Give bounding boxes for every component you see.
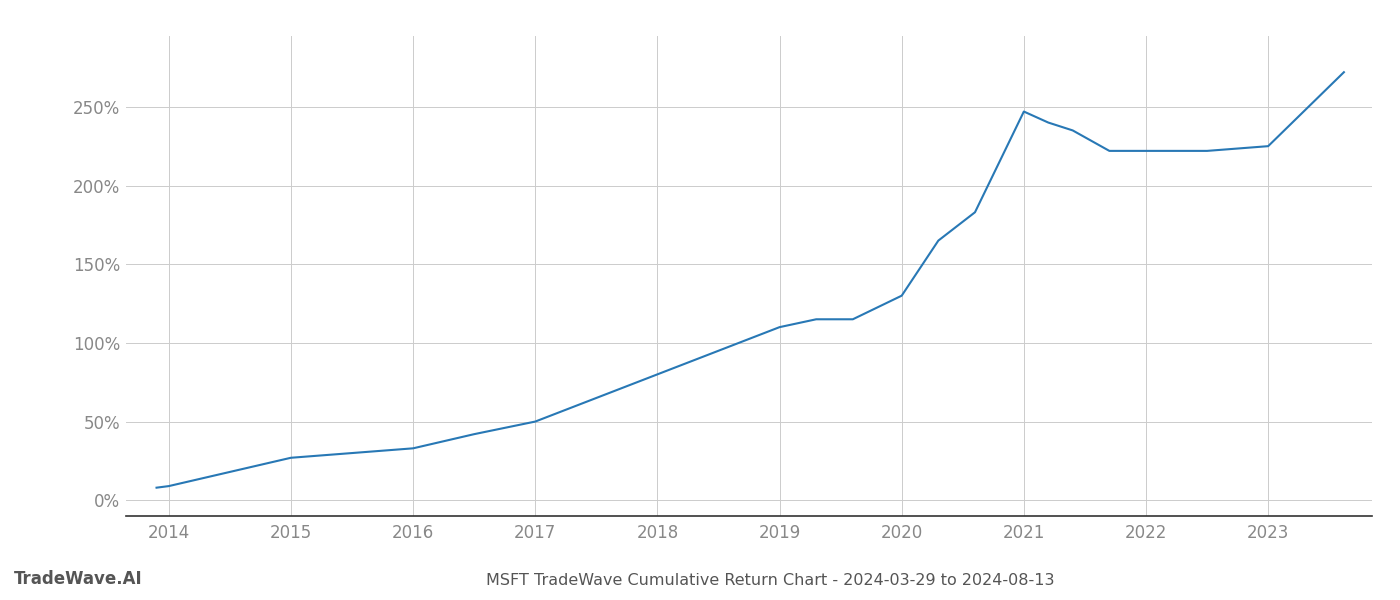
Text: MSFT TradeWave Cumulative Return Chart - 2024-03-29 to 2024-08-13: MSFT TradeWave Cumulative Return Chart -… [486, 573, 1054, 588]
Text: TradeWave.AI: TradeWave.AI [14, 570, 143, 588]
